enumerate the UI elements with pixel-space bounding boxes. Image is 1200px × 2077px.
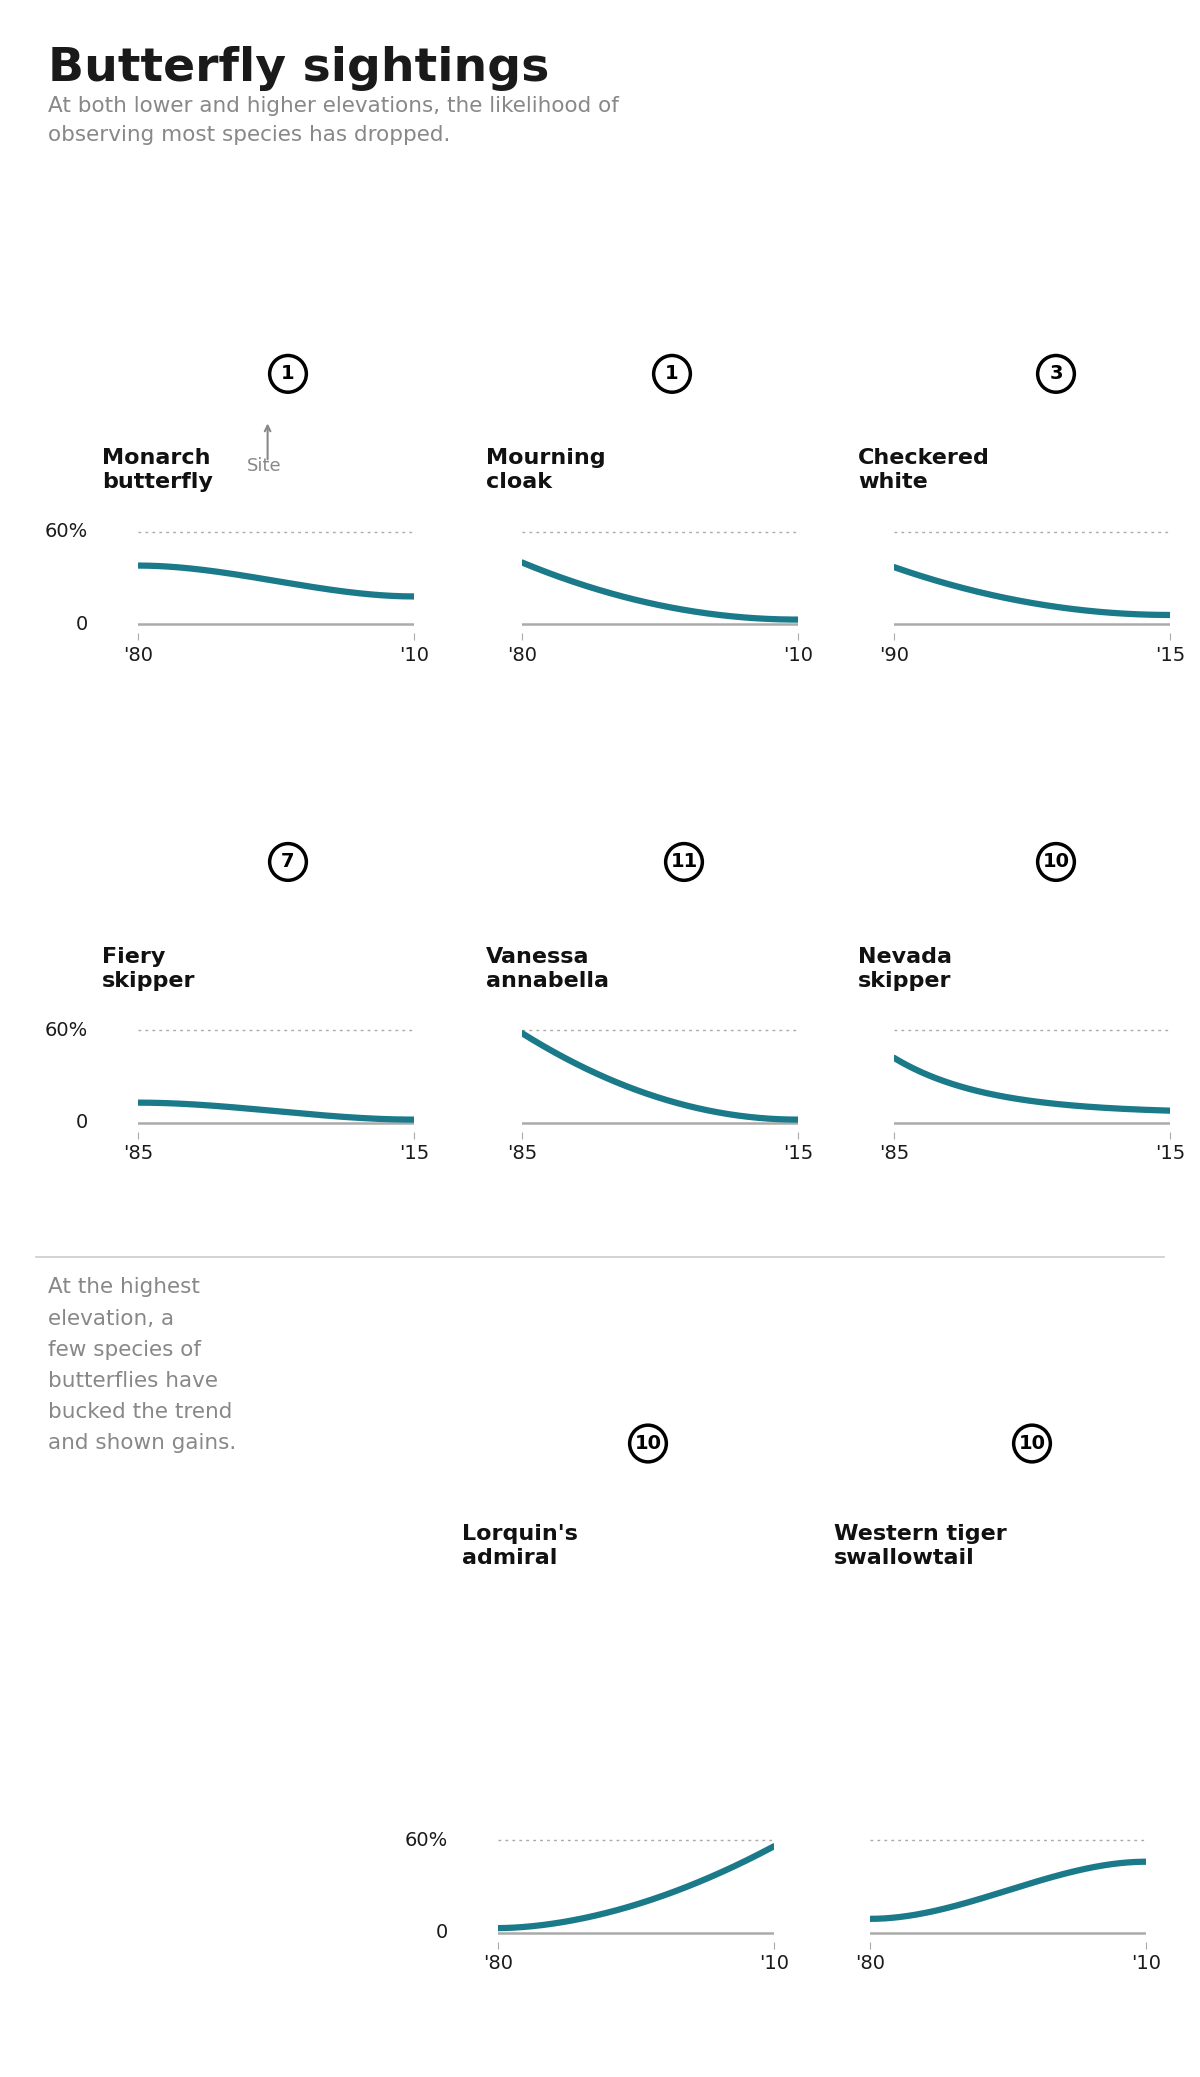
Text: 60%: 60% <box>406 1830 449 1851</box>
Text: At the highest
elevation, a
few species of
butterflies have
bucked the trend
and: At the highest elevation, a few species … <box>48 1277 236 1454</box>
Text: 1: 1 <box>281 363 295 384</box>
Text: 3: 3 <box>1049 363 1063 384</box>
Circle shape <box>654 355 690 393</box>
Text: Checkered
white: Checkered white <box>858 449 990 492</box>
Text: Western tiger
swallowtail: Western tiger swallowtail <box>834 1525 1007 1568</box>
Text: 11: 11 <box>671 852 697 872</box>
Text: 0: 0 <box>76 1113 89 1132</box>
Circle shape <box>270 355 306 393</box>
Text: Site: Site <box>247 457 281 476</box>
Text: 7: 7 <box>281 852 295 872</box>
Text: 0: 0 <box>76 615 89 633</box>
Text: Mourning
cloak: Mourning cloak <box>486 449 606 492</box>
Circle shape <box>270 843 306 881</box>
Text: Nevada
skipper: Nevada skipper <box>858 947 952 991</box>
Text: 60%: 60% <box>46 1020 89 1041</box>
Text: 1: 1 <box>665 363 679 384</box>
Text: Vanessa
annabella: Vanessa annabella <box>486 947 610 991</box>
Text: 60%: 60% <box>46 521 89 542</box>
Circle shape <box>1038 355 1074 393</box>
Circle shape <box>630 1425 666 1462</box>
Text: Lorquin's
admiral: Lorquin's admiral <box>462 1525 578 1568</box>
Text: 0: 0 <box>436 1923 449 1942</box>
Circle shape <box>1014 1425 1050 1462</box>
Circle shape <box>1038 843 1074 881</box>
Text: 10: 10 <box>1019 1433 1045 1454</box>
Text: Monarch
butterfly: Monarch butterfly <box>102 449 212 492</box>
Text: At both lower and higher elevations, the likelihood of: At both lower and higher elevations, the… <box>48 96 619 116</box>
Text: Butterfly sightings: Butterfly sightings <box>48 46 550 91</box>
Text: 10: 10 <box>1043 852 1069 872</box>
Text: 10: 10 <box>635 1433 661 1454</box>
Text: Fiery
skipper: Fiery skipper <box>102 947 196 991</box>
Text: observing most species has dropped.: observing most species has dropped. <box>48 125 450 145</box>
Circle shape <box>666 843 702 881</box>
